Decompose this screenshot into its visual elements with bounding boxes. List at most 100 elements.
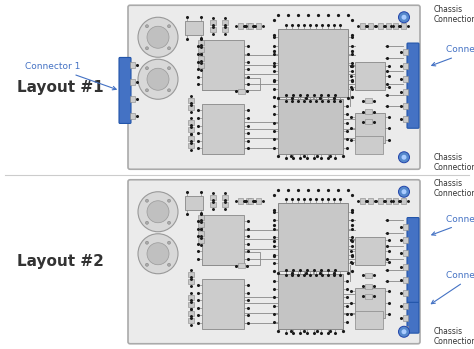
FancyBboxPatch shape — [128, 180, 420, 344]
Text: Chassis
Connection: Chassis Connection — [434, 153, 474, 172]
Bar — [355, 288, 385, 318]
Circle shape — [146, 241, 148, 244]
Bar — [403, 116, 408, 122]
Bar — [202, 40, 244, 90]
Circle shape — [147, 243, 169, 265]
Bar — [130, 79, 135, 85]
Text: Connector 2: Connector 2 — [432, 215, 474, 235]
Circle shape — [146, 67, 148, 70]
Bar — [248, 198, 253, 204]
Bar — [278, 203, 348, 272]
Bar — [188, 318, 194, 322]
FancyBboxPatch shape — [407, 217, 419, 303]
Bar — [238, 89, 245, 94]
Bar — [403, 251, 408, 257]
Bar — [401, 23, 406, 29]
Bar — [222, 20, 228, 25]
Circle shape — [399, 12, 410, 23]
Bar — [378, 23, 383, 29]
Bar — [238, 263, 245, 268]
FancyBboxPatch shape — [128, 5, 420, 169]
Circle shape — [167, 47, 171, 50]
Circle shape — [167, 221, 171, 224]
Circle shape — [167, 263, 171, 266]
Bar — [278, 99, 343, 155]
Bar — [188, 127, 194, 132]
Bar — [403, 290, 408, 296]
Bar — [198, 222, 204, 227]
Bar — [188, 272, 194, 277]
Bar — [238, 198, 243, 204]
Bar — [238, 23, 243, 29]
Text: Layout #1: Layout #1 — [17, 80, 103, 95]
Bar — [198, 56, 204, 61]
Bar — [365, 110, 372, 114]
Bar — [403, 76, 408, 82]
Bar — [403, 49, 408, 55]
Bar — [365, 119, 372, 124]
Bar — [365, 273, 372, 278]
Bar — [198, 215, 204, 220]
Bar — [202, 215, 244, 265]
Text: Connector 1: Connector 1 — [431, 271, 474, 304]
Bar — [403, 224, 408, 230]
Bar — [386, 198, 391, 204]
Circle shape — [167, 25, 171, 28]
Bar — [403, 264, 408, 270]
Bar — [130, 96, 135, 102]
Bar — [198, 40, 204, 45]
Bar — [355, 311, 383, 329]
Bar — [403, 89, 408, 95]
Circle shape — [146, 47, 148, 50]
Bar — [355, 136, 383, 155]
Bar — [202, 279, 244, 329]
Circle shape — [401, 329, 407, 334]
Circle shape — [138, 192, 178, 232]
Bar — [222, 195, 228, 200]
Bar — [188, 295, 194, 299]
Circle shape — [147, 201, 169, 223]
Bar — [198, 231, 204, 236]
Circle shape — [399, 152, 410, 163]
Text: Chassis
Connection: Chassis Connection — [434, 179, 474, 199]
Bar — [403, 326, 408, 332]
Bar — [403, 303, 408, 309]
Circle shape — [401, 189, 407, 194]
Bar — [198, 63, 204, 68]
Bar — [185, 21, 203, 35]
Bar — [248, 23, 253, 29]
Circle shape — [138, 17, 178, 57]
Bar — [378, 198, 383, 204]
Bar — [403, 237, 408, 243]
Bar — [368, 23, 373, 29]
Circle shape — [399, 326, 410, 337]
Bar — [188, 302, 194, 306]
Bar — [222, 202, 228, 207]
Bar — [403, 315, 408, 321]
Bar — [210, 20, 216, 25]
Bar — [393, 23, 398, 29]
Circle shape — [147, 26, 169, 48]
Bar — [198, 47, 204, 52]
Bar — [188, 311, 194, 315]
Circle shape — [167, 89, 171, 92]
Bar — [403, 277, 408, 283]
Text: Chassis
Connection: Chassis Connection — [434, 5, 474, 24]
Bar — [256, 198, 261, 204]
Bar — [246, 198, 251, 204]
Bar — [403, 103, 408, 109]
Text: Connector 2: Connector 2 — [432, 45, 474, 66]
Circle shape — [401, 155, 407, 160]
Bar — [188, 120, 194, 125]
Circle shape — [146, 221, 148, 224]
Bar — [210, 195, 216, 200]
Bar — [360, 23, 365, 29]
Circle shape — [167, 199, 171, 202]
Bar — [188, 136, 194, 141]
Text: Chassis
Connection: Chassis Connection — [434, 327, 474, 347]
Bar — [393, 198, 398, 204]
Text: Layout #2: Layout #2 — [17, 254, 103, 269]
Bar — [365, 294, 372, 298]
Bar — [368, 198, 373, 204]
Bar — [355, 237, 385, 265]
